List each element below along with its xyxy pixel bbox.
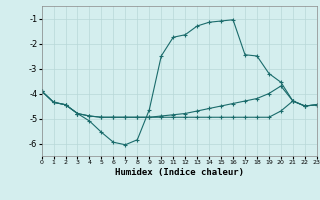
X-axis label: Humidex (Indice chaleur): Humidex (Indice chaleur) <box>115 168 244 177</box>
